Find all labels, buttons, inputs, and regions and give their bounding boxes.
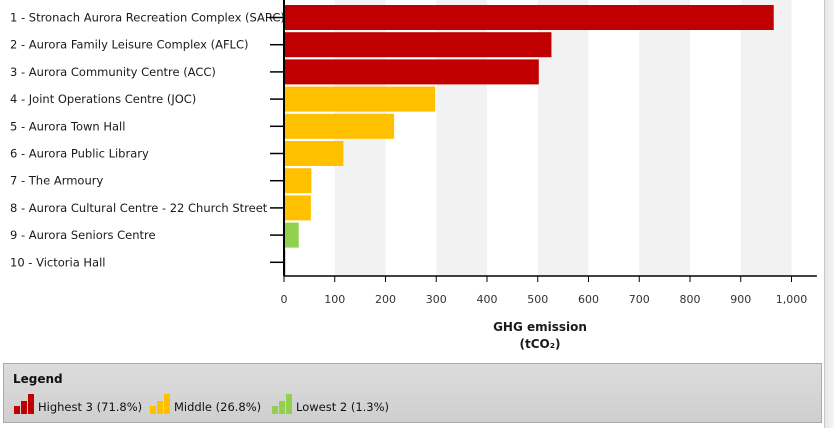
category-label: 1 - Stronach Aurora Recreation Complex (… [10,11,285,25]
x-tick-label: 100 [324,293,345,306]
bar [284,59,539,85]
window-edge [824,0,834,428]
category-label: 9 - Aurora Seniors Centre [10,228,156,242]
legend-label: Middle (26.8%) [174,400,262,414]
x-tick-label: 400 [477,293,498,306]
bar-chart-icon [14,394,34,414]
bar [284,32,552,58]
grid-band [588,0,640,276]
grid-band [639,0,690,276]
bar [284,5,774,30]
grid-band [791,0,817,276]
x-tick-label: 0 [281,293,288,306]
grid-band [690,0,741,276]
legend-title: Legend [13,372,63,386]
legend-label: Highest 3 (71.8%) [38,400,143,414]
x-tick-label: 800 [680,293,701,306]
x-tick-label: 900 [730,293,751,306]
x-tick-label: 1,000 [776,293,808,306]
bar-chart-icon [272,394,292,414]
x-tick-label: 600 [578,293,599,306]
category-label: 3 - Aurora Community Centre (ACC) [10,65,216,79]
category-label: 7 - The Armoury [10,174,103,188]
category-label: 6 - Aurora Public Library [10,147,149,161]
bar-chart: 1 - Stronach Aurora Recreation Complex (… [10,0,817,351]
x-axis-title: GHG emission [493,320,587,334]
x-tick-label: 300 [426,293,447,306]
axes [270,0,817,277]
legend-item-highest: Highest 3 (71.8%) [14,394,142,414]
bars [284,5,774,275]
bar [284,168,312,194]
category-label: 8 - Aurora Cultural Centre - 22 Church S… [10,201,268,215]
x-tick-label: 700 [629,293,650,306]
category-label: 2 - Aurora Family Leisure Complex (AFLC) [10,38,249,52]
legend-item-middle: Middle (26.8%) [150,394,261,414]
grid-band [740,0,792,276]
legend-panel: Legend Highest 3 (71.8%) Middle (26.8%) … [3,363,822,423]
x-tick-label: 500 [527,293,548,306]
bar [284,113,395,139]
x-tick-label: 200 [375,293,396,306]
x-ticks: 0 100 200 300 400 500 600 700 800 900 1,000 [281,276,808,306]
category-label: 4 - Joint Operations Centre (JOC) [10,92,196,106]
bar [284,141,344,166]
category-label: 10 - Victoria Hall [10,255,105,269]
bar-chart-icon [150,394,170,414]
bar [284,195,311,221]
legend-label: Lowest 2 (1.3%) [296,400,390,414]
category-label: 5 - Aurora Town Hall [10,119,125,133]
bar [284,222,299,248]
bar [284,86,436,112]
category-labels: 1 - Stronach Aurora Recreation Complex (… [10,11,285,270]
legend-item-lowest: Lowest 2 (1.3%) [272,394,389,414]
x-axis-unit: (tCO₂) [520,337,561,351]
